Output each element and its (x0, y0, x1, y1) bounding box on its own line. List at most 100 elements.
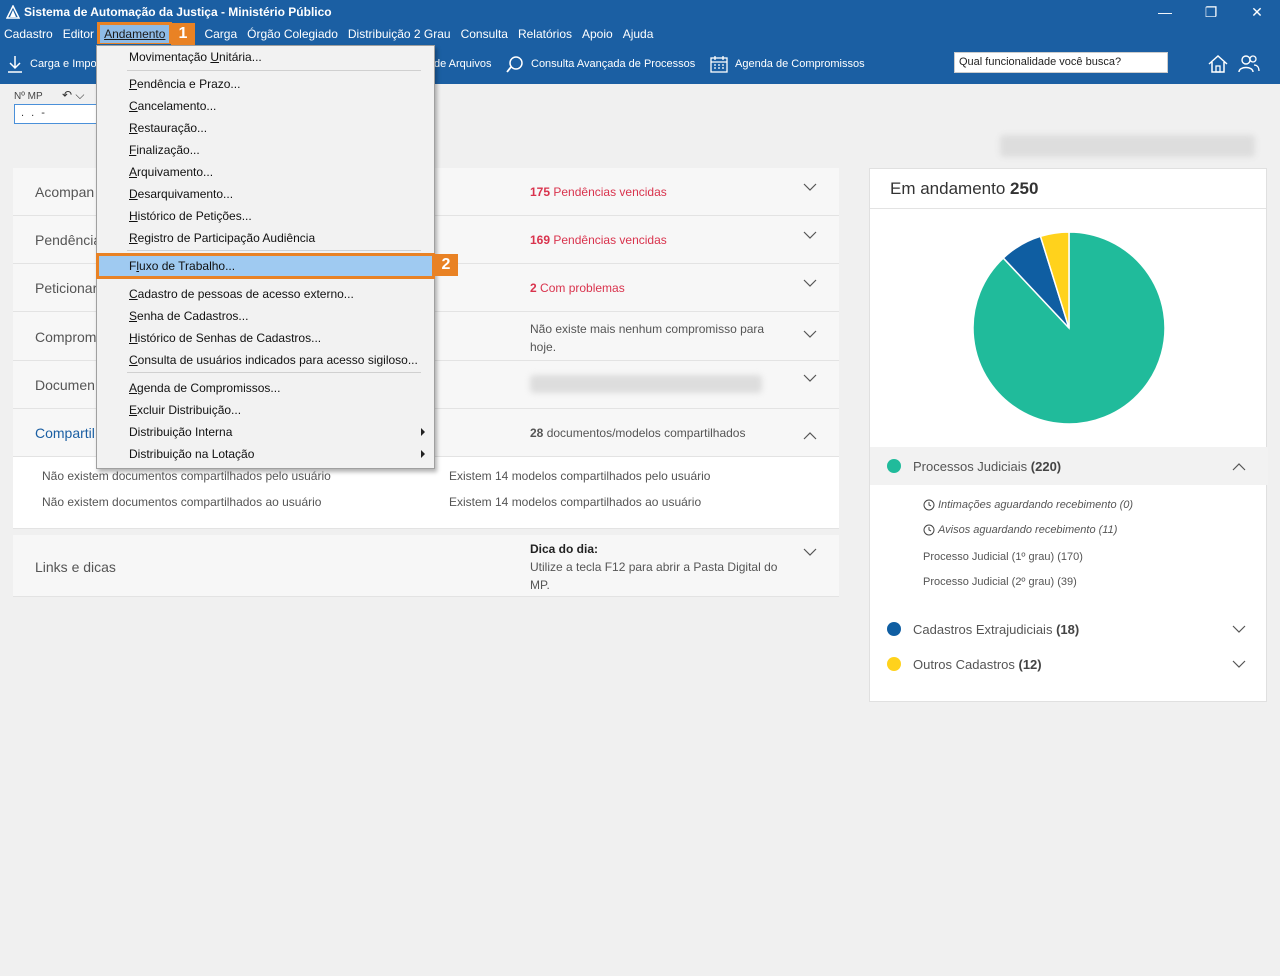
menu-item-finalização[interactable]: Finalização... (98, 139, 433, 161)
legend-label: Cadastros Extrajudiciais (18) (913, 621, 1080, 637)
close-icon[interactable]: ✕ (1251, 3, 1263, 20)
blurred-user-info (1000, 135, 1255, 157)
total-count: 250 (1010, 179, 1039, 198)
menu-item-histórico-de-senhas-de-cadastros[interactable]: Histórico de Senhas de Cadastros... (98, 327, 433, 349)
menu-item-cancelamento[interactable]: Cancelamento... (98, 95, 433, 117)
menu-item-restauração[interactable]: Restauração... (98, 117, 433, 139)
menu-orgao-colegiado[interactable]: Órgão Colegiado (247, 27, 338, 41)
chevron-down-icon[interactable] (803, 180, 817, 194)
minimize-icon[interactable]: — (1158, 4, 1172, 20)
chevron-up-icon[interactable] (1232, 460, 1246, 474)
menu-item-fluxo-de-trabalho[interactable]: Fluxo de Trabalho... (96, 253, 435, 279)
menu-separator (127, 278, 421, 279)
menu-item-label: Desarquivamento... (129, 187, 234, 201)
menu-item-pendência-e-prazo[interactable]: Pendência e Prazo... (98, 73, 433, 95)
menu-item-label: Registro de Participação Audiência (129, 231, 316, 245)
menu-editor[interactable]: Editor (62, 27, 95, 41)
menu-item-agenda-de-compromissos[interactable]: Agenda de Compromissos... (98, 377, 433, 399)
accordion-title: Comprom (35, 329, 97, 345)
menu-item-movimentação-unitária[interactable]: Movimentação Unitária... (98, 46, 433, 68)
em-andamento-panel: Em andamento 250 Processos Judiciais (22… (869, 168, 1268, 702)
menu-item-label: Finalização... (129, 143, 200, 157)
menu-item-label: Histórico de Senhas de Cadastros... (129, 331, 322, 345)
chevron-down-icon[interactable] (803, 545, 817, 559)
menu-item-label: Agenda de Compromissos... (129, 381, 281, 395)
menu-item-histórico-de-petições[interactable]: Histórico de Petições... (98, 205, 433, 227)
consulta-avancada-button[interactable]: Consulta Avançada de Processos (505, 52, 695, 76)
shared-docs-to-user: Não existem documentos compartilhados ao… (42, 495, 322, 509)
menu-separator (127, 372, 421, 373)
restore-icon[interactable]: ❐ (1204, 3, 1218, 20)
menu-item-distribuição-interna[interactable]: Distribuição Interna (98, 421, 433, 443)
chevron-up-icon[interactable] (803, 429, 817, 443)
chevron-down-icon[interactable] (803, 276, 817, 290)
undo-icon[interactable]: ↶ ⌵ (62, 88, 85, 102)
step-badge-1: 1 (171, 23, 195, 45)
search-document-icon (506, 56, 523, 73)
functionality-search-input[interactable]: Qual funcionalidade você busca? (954, 52, 1168, 73)
menu-item-label: Cadastro de pessoas de acesso externo... (129, 287, 354, 301)
legend-dot (887, 622, 901, 636)
menu-item-desarquivamento[interactable]: Desarquivamento... (98, 183, 433, 205)
users-icon[interactable] (1237, 52, 1261, 76)
carga-button[interactable]: Carga e Impo (6, 52, 97, 76)
menu-item-cadastro-de-pessoas-de-acesso-externo[interactable]: Cadastro de pessoas de acesso externo... (98, 283, 433, 305)
legend-label: Outros Cadastros (12) (913, 656, 1042, 672)
menu-item-distribuição-na-lotação[interactable]: Distribuição na Lotação (98, 443, 433, 465)
intimacoes-item[interactable]: Intimações aguardando recebimento (0) (923, 499, 1133, 511)
accordion-info: 28 documentos/modelos compartilhados (530, 426, 746, 440)
accordion-title: Peticionar (35, 280, 98, 296)
arquivos-button[interactable]: de Arquivos (434, 52, 491, 76)
menu-carga[interactable]: Carga (204, 27, 238, 41)
legend-processos-judiciais[interactable]: Processos Judiciais (220) (870, 447, 1268, 485)
menu-distribuicao-2-grau[interactable]: Distribuição 2 Grau (347, 27, 451, 41)
chevron-down-icon[interactable] (803, 327, 817, 341)
menu-item-senha-de-cadastros[interactable]: Senha de Cadastros... (98, 305, 433, 327)
legend-outros-cadastros[interactable]: Outros Cadastros (12) (870, 646, 1268, 682)
menu-item-label: Excluir Distribuição... (129, 403, 242, 417)
accordion-links-dicas[interactable]: Links e dicas Dica do dia: Utilize a tec… (13, 535, 839, 597)
processo-1-grau-item[interactable]: Processo Judicial (1º grau) (170) (923, 551, 1083, 563)
accordion-title: Documen (35, 377, 95, 393)
accordion-title: Acompan (35, 184, 95, 200)
menu-relatorios[interactable]: Relatórios (517, 27, 572, 41)
menu-ajuda[interactable]: Ajuda (622, 27, 654, 41)
menu-item-consulta-de-usuários-indicados-para-acesso-sigiloso[interactable]: Consulta de usuários indicados para aces… (98, 349, 433, 371)
chevron-down-icon[interactable] (1232, 622, 1246, 636)
window-title: Sistema de Automação da Justiça - Minist… (24, 5, 332, 19)
accordion-info: 175 Pendências vencidas (530, 185, 667, 199)
menu-item-label: Distribuição Interna (129, 425, 233, 439)
menu-item-registro-de-participação-audiência[interactable]: Registro de Participação Audiência (98, 227, 433, 249)
menu-separator (127, 250, 421, 251)
agenda-button[interactable]: Agenda de Compromissos (709, 52, 865, 76)
clock-icon (923, 524, 935, 536)
menu-item-label: Movimentação Unitária... (129, 50, 262, 64)
chevron-down-icon[interactable] (1232, 657, 1246, 671)
accordion-title: Pendência (35, 232, 102, 248)
chevron-down-icon[interactable] (803, 371, 817, 385)
menu-item-excluir-distribuição[interactable]: Excluir Distribuição... (98, 399, 433, 421)
clock-icon (923, 499, 935, 511)
accordion-title: Compartil (35, 425, 95, 441)
legend-cadastros-extrajudiciais[interactable]: Cadastros Extrajudiciais (18) (870, 611, 1268, 647)
menu-consulta[interactable]: Consulta (460, 27, 508, 41)
accordion-info: Não existe mais nenhum compromisso para … (530, 322, 765, 354)
menu-apoio[interactable]: Apoio (582, 27, 613, 41)
menu-item-arquivamento[interactable]: Arquivamento... (98, 161, 433, 183)
shared-docs-by-user: Não existem documentos compartilhados pe… (42, 469, 331, 483)
avisos-item[interactable]: Avisos aguardando recebimento (11) (923, 524, 1117, 536)
np-input[interactable]: . . - (14, 104, 100, 124)
menu-item-label: Fluxo de Trabalho... (129, 259, 236, 273)
chevron-down-icon[interactable] (803, 228, 817, 242)
pie-slice-outros-cadastros (1039, 231, 1070, 329)
calendar-icon (710, 56, 728, 73)
menu-andamento[interactable]: Andamento (97, 22, 173, 46)
home-icon[interactable] (1206, 52, 1230, 76)
agenda-label: Agenda de Compromissos (735, 58, 865, 70)
accordion-info: 169 Pendências vencidas (530, 233, 667, 247)
menu-cadastro[interactable]: Cadastro (4, 27, 53, 41)
legend-label: Processos Judiciais (220) (913, 458, 1062, 474)
status-pie-chart (972, 231, 1166, 425)
menu-bar: Cadastro Editor Andamento Carga Órgão Co… (0, 22, 1280, 46)
processo-2-grau-item[interactable]: Processo Judicial (2º grau) (39) (923, 576, 1077, 588)
